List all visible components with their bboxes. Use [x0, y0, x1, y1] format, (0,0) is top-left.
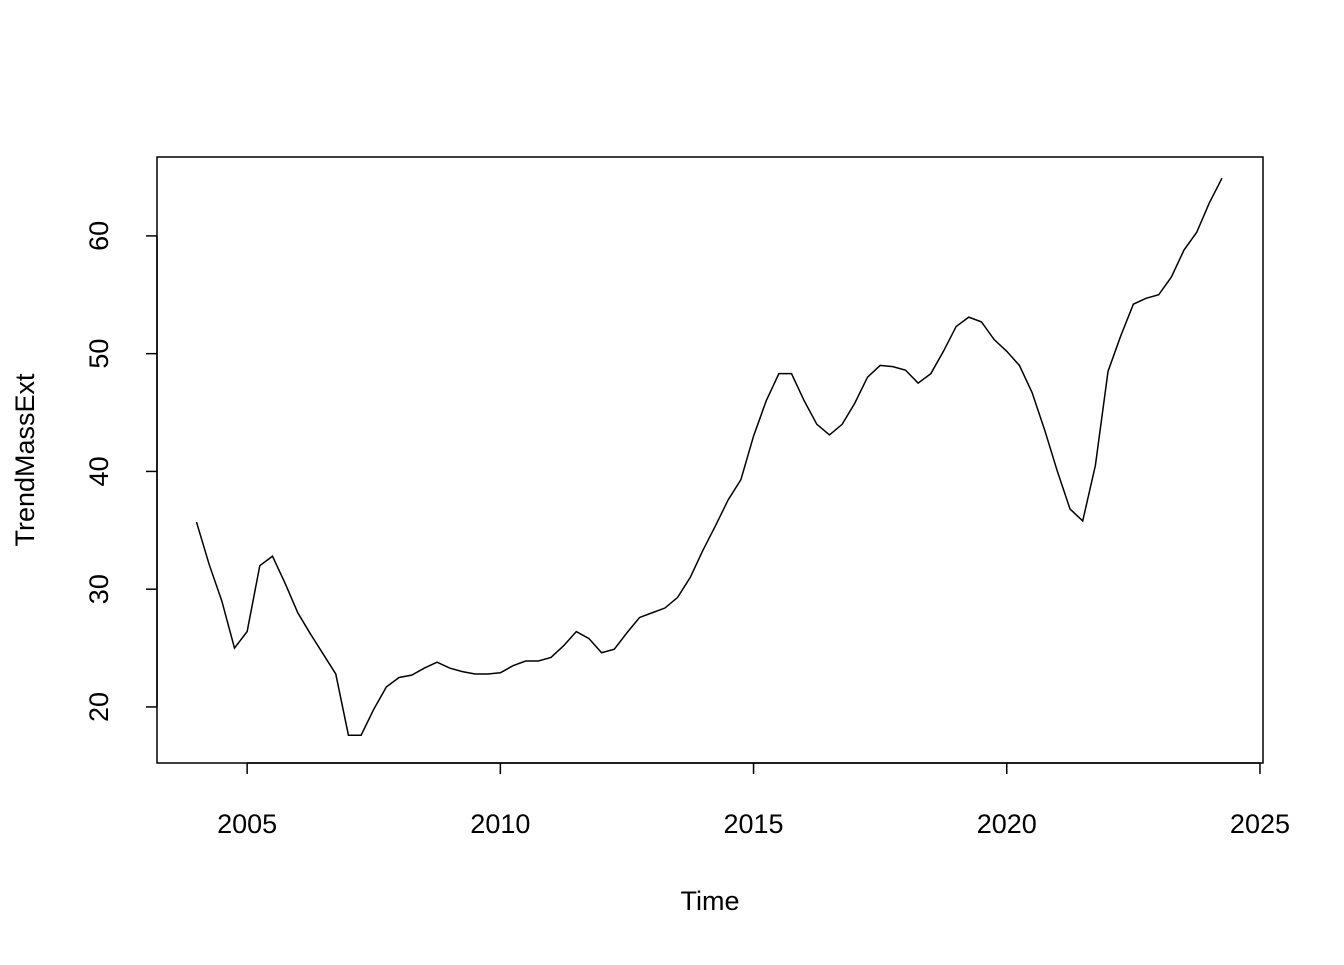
y-tick-label: 60 [84, 221, 114, 251]
y-tick-label: 30 [84, 574, 114, 604]
y-tick-label: 40 [84, 456, 114, 486]
y-tick-label: 50 [84, 339, 114, 369]
y-tick-label: 20 [84, 692, 114, 722]
series-line [195, 177, 1223, 736]
x-tick-label: 2015 [724, 809, 784, 839]
x-tick-label: 2020 [977, 809, 1037, 839]
x-tick-label: 2025 [1230, 809, 1290, 839]
x-axis-label: Time [681, 886, 740, 916]
x-tick-label: 2010 [470, 809, 530, 839]
x-tick-label: 2005 [217, 809, 277, 839]
y-axis-label: TrendMassExt [10, 373, 40, 547]
plot-box [156, 156, 1264, 764]
